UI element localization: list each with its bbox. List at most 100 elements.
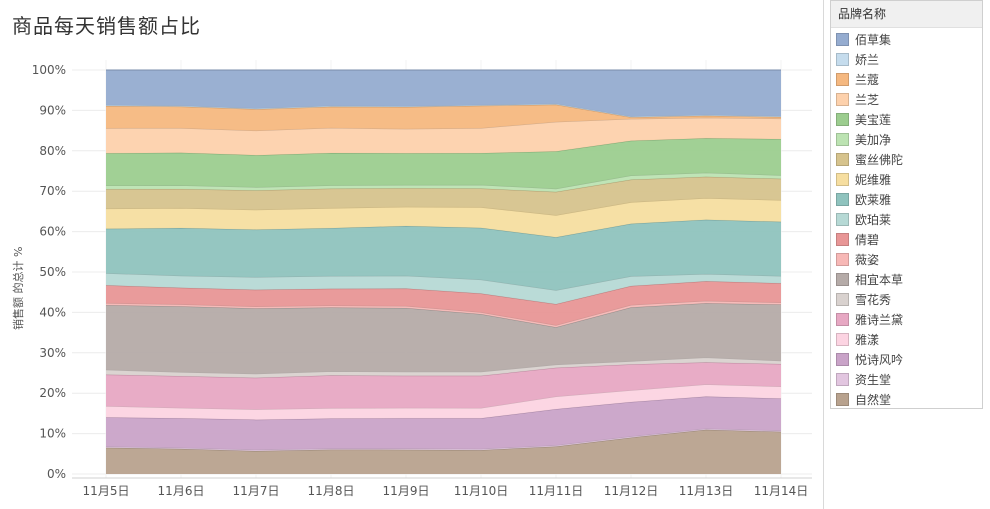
legend-swatch <box>836 172 849 186</box>
legend-label: 欧莱雅 <box>855 192 892 207</box>
legend-item[interactable]: 妮维雅 <box>836 169 891 189</box>
area-series-雅漾[interactable] <box>106 384 781 420</box>
legend-swatch <box>836 112 849 126</box>
legend-item[interactable]: 薇姿 <box>836 249 879 269</box>
area-series-娇兰[interactable] <box>106 103 781 118</box>
area-series-兰蔻[interactable] <box>106 104 781 131</box>
legend-label: 雅诗兰黛 <box>855 312 904 327</box>
legend-swatch <box>836 272 849 286</box>
legend-item[interactable]: 悦诗风吟 <box>836 349 903 369</box>
area-series-兰芝[interactable] <box>106 117 781 156</box>
legend-label: 自然堂 <box>855 392 892 407</box>
legend-item[interactable]: 雅诗兰黛 <box>836 309 903 329</box>
area-series-自然堂[interactable] <box>106 429 781 474</box>
y-tick-label: 40% <box>39 305 66 319</box>
x-tick-label: 11月7日 <box>233 484 280 498</box>
legend-label: 美宝莲 <box>855 112 892 127</box>
legend-swatch <box>836 92 849 106</box>
y-tick-label: 60% <box>39 225 66 239</box>
legend-item[interactable]: 雅漾 <box>836 329 879 349</box>
y-tick-label: 10% <box>39 427 66 441</box>
area-series-相宜本草[interactable] <box>106 303 781 374</box>
legend-swatch <box>836 52 849 66</box>
area-series-欧珀莱[interactable] <box>106 273 781 305</box>
legend-label: 薇姿 <box>855 252 880 267</box>
legend-swatch <box>836 292 849 306</box>
legend-swatch <box>836 352 849 366</box>
area-series-佰草集[interactable] <box>106 70 781 117</box>
legend-swatch <box>836 152 849 166</box>
legend-label: 娇兰 <box>855 52 880 67</box>
legend-item[interactable]: 蜜丝佛陀 <box>836 149 903 169</box>
legend-swatch <box>836 332 849 346</box>
x-tick-label: 11月6日 <box>158 484 205 498</box>
legend-swatch <box>836 212 849 226</box>
legend-item[interactable]: 美宝莲 <box>836 109 891 129</box>
legend: 品牌名称 佰草集娇兰兰蔻兰芝美宝莲美加净蜜丝佛陀妮维雅欧莱雅欧珀莱倩碧薇姿相宜本… <box>830 0 983 409</box>
y-tick-label: 50% <box>39 265 66 279</box>
legend-label: 悦诗风吟 <box>855 352 904 367</box>
y-tick-label: 20% <box>39 386 66 400</box>
x-tick-label: 11月13日 <box>679 484 734 498</box>
y-tick-label: 0% <box>47 467 66 481</box>
y-tick-label: 80% <box>39 144 66 158</box>
legend-item[interactable]: 佰草集 <box>836 29 891 49</box>
panel-divider <box>823 0 824 509</box>
y-tick-label: 70% <box>39 184 66 198</box>
legend-swatch <box>836 372 849 386</box>
x-tick-label: 11月8日 <box>308 484 355 498</box>
area-series-倩碧[interactable] <box>106 281 781 326</box>
legend-label: 资生堂 <box>855 372 892 387</box>
legend-label: 倩碧 <box>855 232 880 247</box>
area-chart: 0% 10% 20% 30% 40% 50% 60% 70% 80% 90% 100% 11月5日 11… <box>32 60 812 498</box>
legend-label: 雅漾 <box>855 332 880 347</box>
legend-swatch <box>836 232 849 246</box>
area-series-资生堂[interactable] <box>106 428 781 451</box>
legend-label: 兰蔻 <box>855 72 880 87</box>
legend-item[interactable]: 雪花秀 <box>836 289 891 309</box>
legend-title: 品牌名称 <box>831 1 982 28</box>
area-series-悦诗风吟[interactable] <box>106 396 781 450</box>
area-series-蜜丝佛陀[interactable] <box>106 176 781 216</box>
legend-item[interactable]: 美加净 <box>836 129 891 149</box>
y-tick-label: 100% <box>32 63 66 77</box>
area-series-妮维雅[interactable] <box>106 198 781 238</box>
legend-label: 美加净 <box>855 132 892 147</box>
legend-item[interactable]: 兰芝 <box>836 89 879 109</box>
x-tick-label: 11月10日 <box>454 484 509 498</box>
legend-item[interactable]: 娇兰 <box>836 49 879 69</box>
area-series-美宝莲[interactable] <box>106 138 781 189</box>
legend-label: 雪花秀 <box>855 292 892 307</box>
legend-item[interactable]: 欧珀莱 <box>836 209 891 229</box>
x-tick-label: 11月9日 <box>383 484 430 498</box>
legend-swatch <box>836 252 849 266</box>
legend-label: 兰芝 <box>855 92 880 107</box>
legend-label: 相宜本草 <box>855 272 904 287</box>
legend-swatch <box>836 192 849 206</box>
legend-swatch <box>836 312 849 326</box>
legend-swatch <box>836 72 849 86</box>
chart-title: 商品每天销售额占比 <box>12 14 201 38</box>
legend-item[interactable]: 倩碧 <box>836 229 879 249</box>
legend-label: 佰草集 <box>855 32 892 47</box>
area-series-雪花秀[interactable] <box>106 357 781 378</box>
legend-item[interactable]: 自然堂 <box>836 389 891 409</box>
y-tick-label: 90% <box>39 103 66 117</box>
legend-item[interactable]: 兰蔻 <box>836 69 879 89</box>
legend-swatch <box>836 32 849 46</box>
legend-swatch <box>836 132 849 146</box>
x-tick-label: 11月12日 <box>604 484 659 498</box>
x-tick-label: 11月14日 <box>754 484 809 498</box>
area-series-薇姿[interactable] <box>106 300 781 328</box>
x-tick-label: 11月11日 <box>529 484 584 498</box>
legend-item[interactable]: 资生堂 <box>836 369 891 389</box>
legend-label: 欧珀莱 <box>855 212 892 227</box>
legend-item[interactable]: 相宜本草 <box>836 269 903 289</box>
area-series-欧莱雅[interactable] <box>106 219 781 291</box>
legend-item[interactable]: 欧莱雅 <box>836 189 891 209</box>
legend-label: 妮维雅 <box>855 172 892 187</box>
x-tick-label: 11月5日 <box>83 484 130 498</box>
legend-label: 蜜丝佛陀 <box>855 152 904 167</box>
area-series-雅诗兰黛[interactable] <box>106 362 781 410</box>
y-tick-label: 30% <box>39 346 66 360</box>
